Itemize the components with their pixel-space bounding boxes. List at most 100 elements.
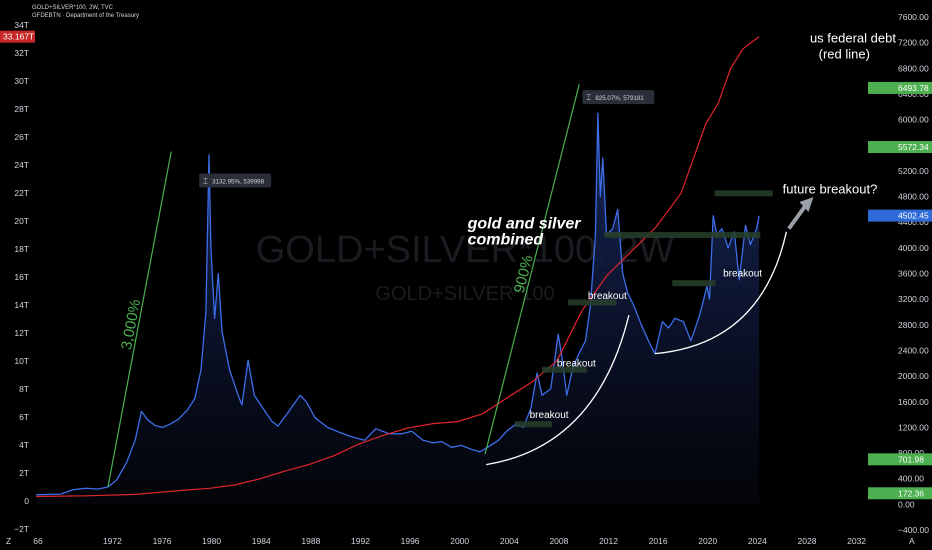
measure-box-2 (582, 90, 655, 105)
x-axis-tick: 1992 (351, 536, 370, 546)
debt-label: 33.167T (3, 32, 34, 42)
left-axis-tick: 2T (19, 468, 29, 478)
x-axis-tick: 2008 (549, 536, 568, 546)
x-axis-tick: 2012 (599, 536, 618, 546)
measure-box-1 (199, 173, 272, 188)
x-axis-tick: 1996 (401, 536, 420, 546)
annotation-1: gold and silver (467, 216, 582, 233)
debt-series-title: GFDEBTN · Department of the Treasury (32, 13, 140, 19)
price-label-box-5 (868, 487, 932, 500)
left-axis-tick: 12T (14, 328, 29, 338)
price-label-box-3 (868, 209, 932, 222)
x-axis-tick: 1972 (103, 536, 122, 546)
auto-scale-label: A (909, 536, 915, 546)
x-axis-tick: 66 (33, 536, 43, 546)
z-label: Z (6, 536, 11, 546)
x-axis-tick: 1988 (301, 536, 320, 546)
right-axis-tick: 6800.00 (898, 63, 929, 73)
right-axis-tick: 400.00 (898, 474, 924, 484)
future-arrow-head (799, 196, 814, 212)
left-axis-tick: 26T (14, 132, 29, 142)
right-axis-tick: 4400.00 (898, 217, 929, 227)
left-axis-tick: 30T (14, 76, 29, 86)
trend-line-1 (107, 151, 172, 488)
price-label-box-4 (868, 453, 932, 466)
left-axis-tick: 4T (19, 440, 29, 450)
annotation-4: breakout (557, 358, 596, 369)
right-axis-tick: 1600.00 (898, 397, 929, 407)
right-axis-tick: 7200.00 (898, 38, 929, 48)
breakout-level-1 (514, 421, 552, 428)
right-axis-tick: 0.00 (898, 499, 915, 509)
trend-line-2 (484, 84, 580, 455)
annotation-9: (red line) (819, 47, 870, 62)
annotation-8: us federal debt (810, 31, 896, 46)
measure-icon: ⌶ (203, 177, 208, 186)
measure-icon: ⌶ (586, 93, 591, 102)
x-axis-tick: 2024 (748, 536, 767, 546)
breakout-level-3 (568, 299, 617, 306)
price-label-5: 172.36 (898, 488, 924, 498)
left-axis-tick: 8T (19, 384, 29, 394)
price-label-box-1 (868, 81, 932, 94)
left-axis-tick: 20T (14, 216, 29, 226)
x-axis-tick: 2020 (698, 536, 717, 546)
x-axis-tick: 2000 (450, 536, 469, 546)
support-curve-2 (654, 231, 788, 355)
left-axis-tick: 22T (14, 188, 29, 198)
measure-label-2: 825.07%, 579181 (595, 95, 644, 102)
left-axis-tick: 34T (14, 20, 29, 30)
right-axis-tick: 7600.00 (898, 12, 929, 22)
x-axis-tick: 1984 (252, 536, 271, 546)
left-axis-tick: 16T (14, 272, 29, 282)
annotation-5: breakout (588, 291, 627, 302)
x-axis-tick: 2028 (798, 536, 817, 546)
trend-label-1: 3,000% (118, 298, 144, 351)
x-axis-tick: 2016 (649, 536, 668, 546)
annotation-7: future breakout? (783, 181, 878, 196)
annotation-6: breakout (723, 269, 762, 280)
x-axis-tick: 1980 (202, 536, 221, 546)
right-axis-tick: 2400.00 (898, 345, 929, 355)
price-label-2: 5572.34 (898, 142, 929, 152)
annotation-2: combined (468, 232, 545, 249)
left-axis-tick: −2T (14, 524, 29, 534)
price-label-4: 701.98 (898, 454, 924, 464)
left-axis-tick: 10T (14, 356, 29, 366)
debt-label-box (0, 30, 35, 43)
breakout-level-2 (542, 366, 587, 373)
price-label-box-2 (868, 141, 932, 154)
support-curve-1 (486, 315, 630, 466)
right-axis-tick: 1200.00 (898, 422, 929, 432)
left-axis-tick: 24T (14, 160, 29, 170)
right-axis-tick: 4800.00 (898, 192, 929, 202)
x-axis-tick: 2032 (847, 536, 866, 546)
symbol-title: GOLD+SILVER*100, 2W, TVC (32, 5, 113, 11)
watermark-small: GOLD+SILVER*100 (375, 283, 554, 305)
price-label-1: 6493.78 (898, 83, 929, 93)
price-series-line (35, 112, 760, 496)
right-axis-tick: 2800.00 (898, 320, 929, 330)
breakout-level-6 (714, 190, 773, 197)
debt-series-line (35, 36, 760, 498)
right-axis-tick: −400.00 (898, 525, 929, 535)
right-axis-tick: 2000.00 (898, 371, 929, 381)
left-axis-tick: 6T (19, 412, 29, 422)
x-axis-tick: 1976 (153, 536, 172, 546)
price-area (36, 113, 760, 505)
price-label-3: 4502.45 (898, 211, 929, 221)
left-axis-tick: 28T (14, 104, 29, 114)
breakout-level-4 (604, 232, 761, 239)
annotation-3: breakout (530, 410, 569, 421)
left-axis-tick: 18T (14, 244, 29, 254)
right-axis-tick: 3600.00 (898, 269, 929, 279)
right-axis-tick: 800.00 (898, 448, 924, 458)
right-axis-tick: 6400.00 (898, 89, 929, 99)
left-axis-tick: 0 (24, 496, 29, 506)
breakout-level-5 (672, 280, 716, 287)
left-axis-tick: 32T (14, 48, 29, 58)
right-axis-tick: 6000.00 (898, 115, 929, 125)
x-axis-tick: 2004 (500, 536, 519, 546)
